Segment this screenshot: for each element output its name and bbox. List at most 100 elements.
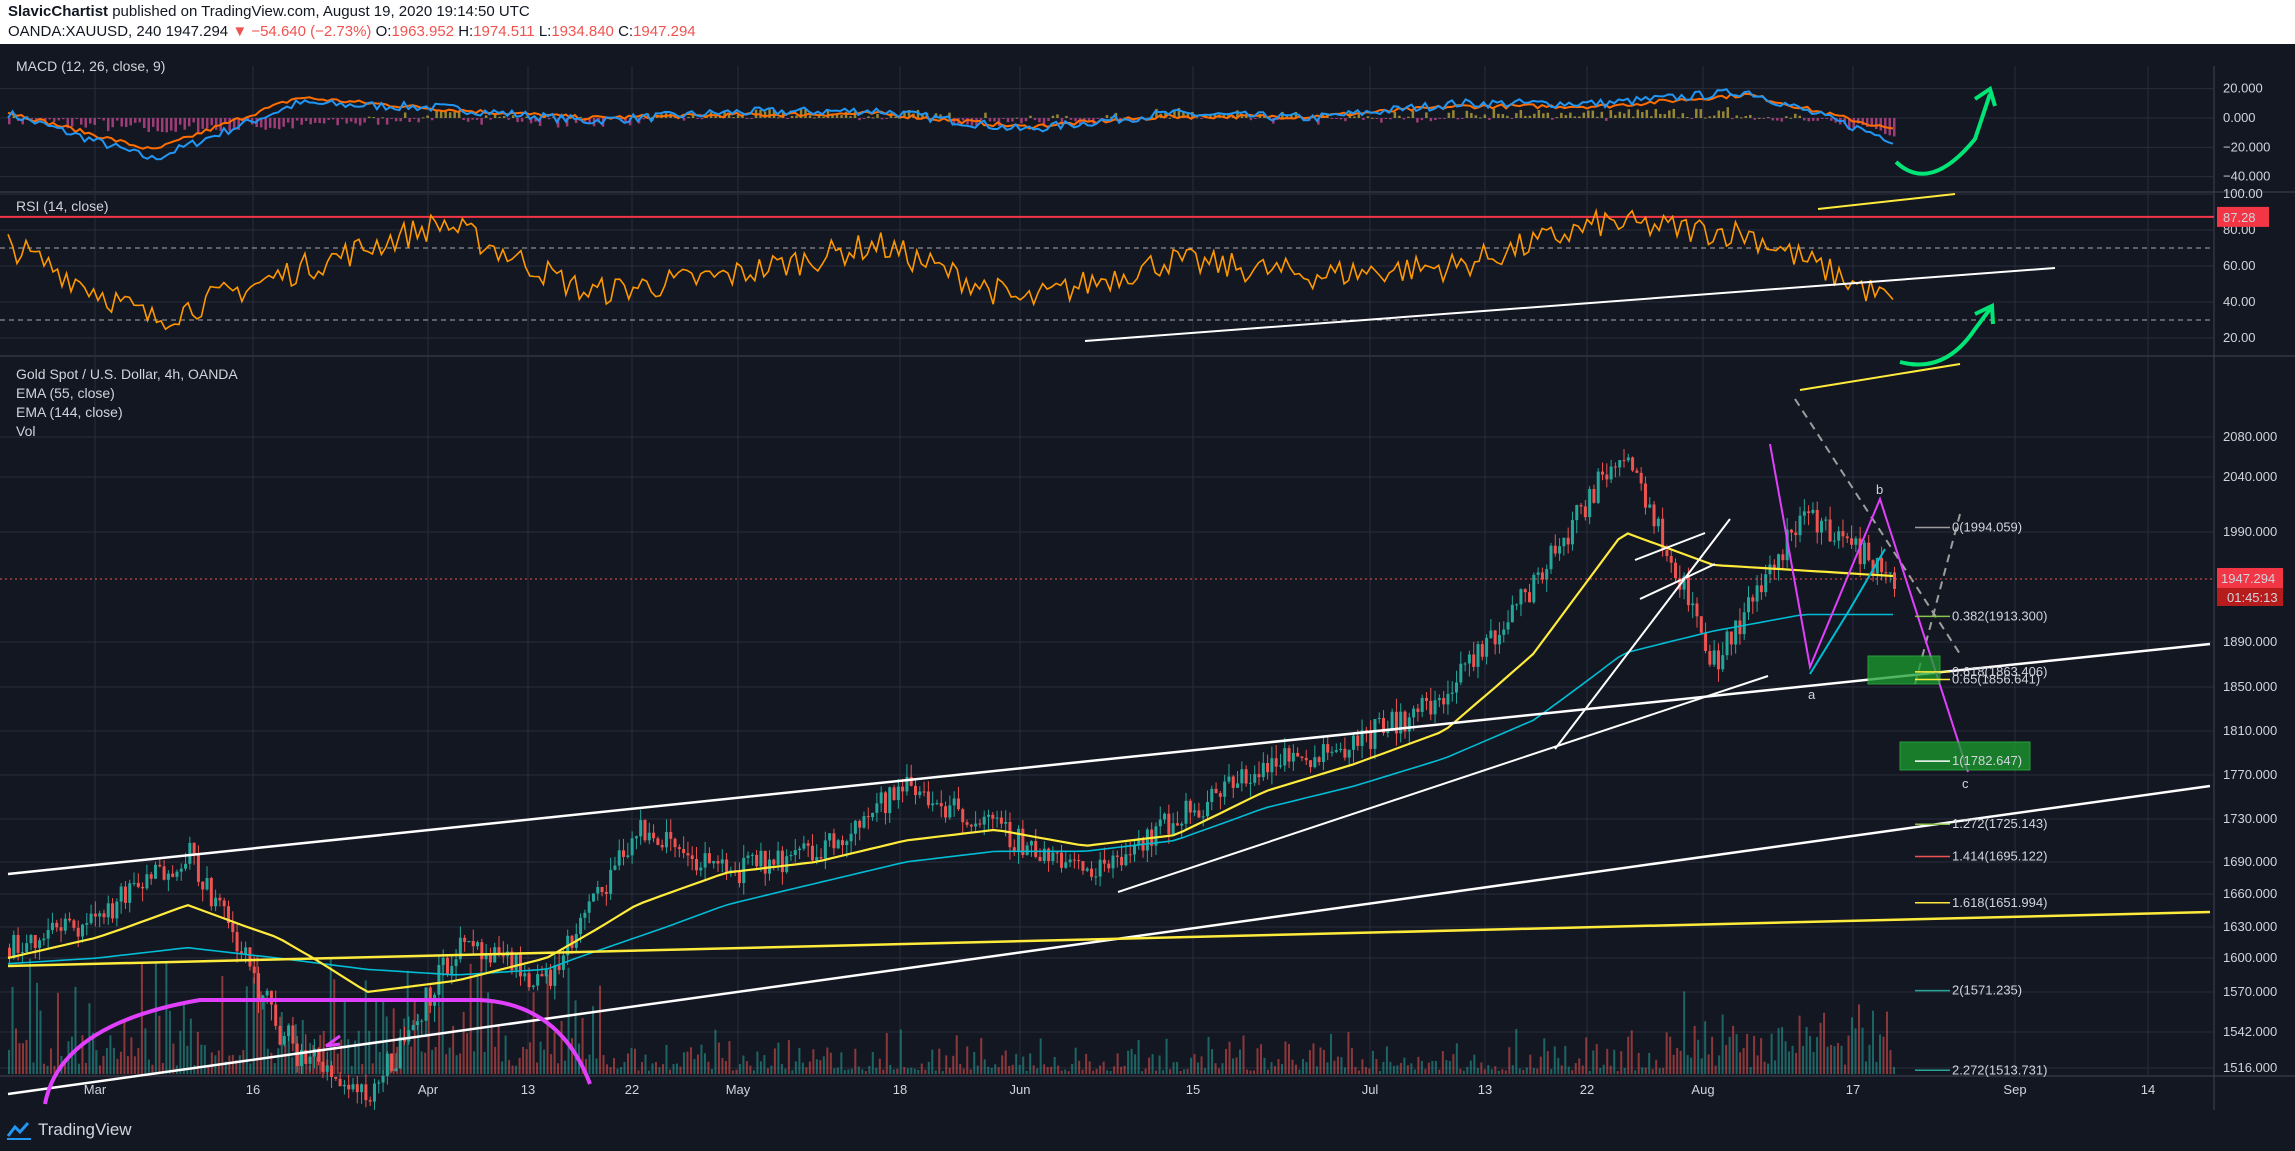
volume-bar: [1092, 1070, 1095, 1074]
volume-bar: [1721, 1014, 1724, 1074]
macd-histogram-bar: [331, 118, 335, 120]
candle-body: [1601, 471, 1605, 475]
volume-bar: [627, 1053, 630, 1074]
volume-bar: [1148, 1057, 1151, 1074]
volume-bar: [1246, 1069, 1249, 1074]
macd-histogram-bar: [817, 114, 821, 118]
volume-bar: [606, 1064, 609, 1074]
volume-bar: [277, 1048, 280, 1074]
candle-body: [153, 864, 157, 879]
candle-body: [1158, 819, 1162, 827]
volume-bar: [665, 1044, 668, 1074]
volume-bar: [997, 1067, 1000, 1074]
volume-bar: [1648, 1052, 1651, 1074]
candle-body: [299, 1050, 303, 1067]
volume-bar: [1714, 1065, 1717, 1074]
candle-body: [214, 897, 218, 907]
candle-body: [712, 861, 716, 864]
ema55-title[interactable]: EMA (55, close): [16, 385, 115, 401]
volume-bar: [1141, 1071, 1144, 1074]
macd-histogram-bar: [1006, 118, 1010, 123]
macd-histogram-bar: [273, 118, 276, 129]
chart-canvas[interactable]: Mar 16 Apr 13 22 May 18 Jun 15 Jul 13 22 Aug 17 Sep 14 2…: [0, 44, 2295, 1110]
candle-body: [1450, 692, 1454, 694]
wedge-line-bottom: [1639, 563, 1716, 600]
candle-body: [1455, 682, 1459, 693]
price-y-tick-label: 1542.000: [2223, 1024, 2277, 1039]
rsi-y-tick-label: 60.00: [2223, 258, 2256, 273]
candle-body: [42, 938, 46, 941]
candle-body: [497, 947, 501, 954]
candle-body: [1429, 700, 1433, 715]
candle-body: [235, 932, 239, 952]
x-tick-label: 13: [521, 1082, 535, 1097]
candle-body: [780, 850, 784, 873]
author-name[interactable]: SlavicChartist: [8, 3, 109, 20]
volume-bar: [1746, 1034, 1749, 1074]
candle-body: [68, 918, 72, 921]
candle-body: [1712, 650, 1716, 665]
main-title: Gold Spot / U.S. Dollar, 4h, OANDA: [16, 366, 238, 382]
macd-histogram-bar: [1753, 118, 1757, 120]
vol-title[interactable]: Vol: [16, 423, 36, 439]
volume-bar: [1106, 1070, 1109, 1074]
open-value: 1963.952: [391, 23, 455, 40]
volume-bar: [553, 1032, 556, 1074]
macd-histogram-bar: [966, 118, 969, 125]
candle-body: [1094, 876, 1098, 878]
volume-bar: [1588, 1070, 1591, 1074]
macd-histogram-bar: [214, 118, 218, 130]
candle-body: [772, 859, 776, 865]
macd-histogram-bar: [750, 118, 753, 119]
candle-body: [909, 776, 913, 786]
x-tick-label: Jul: [1362, 1082, 1379, 1097]
candle-body: [325, 1065, 329, 1072]
x-tick-label: 18: [893, 1082, 907, 1097]
volume-bar: [1099, 1065, 1102, 1074]
volume-bar: [1665, 1032, 1668, 1074]
volume-bar: [1347, 1032, 1350, 1074]
candle-body: [1128, 854, 1132, 856]
volume-bar: [1329, 1033, 1332, 1074]
current-price-badge: [2217, 567, 2283, 588]
volume-bar: [1791, 1045, 1794, 1074]
macd-histogram-bar: [318, 118, 321, 124]
candle-body: [1613, 466, 1617, 468]
candle-body: [390, 1053, 394, 1072]
macd-histogram-bar: [1029, 115, 1032, 118]
macd-histogram-bar: [574, 118, 578, 123]
candle-body: [484, 954, 488, 960]
macd-histogram-bar: [1434, 118, 1437, 121]
volume-bar: [1179, 1070, 1182, 1074]
candle-body: [617, 850, 621, 866]
volume-bar: [333, 979, 336, 1074]
tradingview-logo[interactable]: TradingView: [6, 1120, 132, 1140]
macd-divergence-arrow: [1817, 193, 1956, 210]
symbol-line: OANDA:XAUUSD, 240 1947.294 ▼ −54.640 (−2…: [8, 22, 696, 42]
volume-bar: [151, 1064, 154, 1074]
macd-histogram-bar: [1875, 118, 1878, 130]
macd-title[interactable]: MACD (12, 26, close, 9): [16, 58, 166, 74]
candle-body: [961, 809, 965, 823]
candle-body: [879, 792, 883, 804]
volume-bar: [1690, 1057, 1693, 1074]
candle-body: [1300, 756, 1304, 758]
rsi-title[interactable]: RSI (14, close): [16, 198, 109, 214]
candle-body: [1175, 823, 1179, 826]
macd-histogram-bar: [259, 118, 263, 128]
volume-bar: [291, 1057, 294, 1074]
ema144-title[interactable]: EMA (144, close): [16, 404, 123, 420]
macd-histogram-bar: [1690, 118, 1694, 119]
candle-body: [544, 969, 548, 977]
candle-body: [1347, 749, 1351, 758]
macd-histogram-bar: [156, 118, 159, 132]
candle-body: [1321, 744, 1325, 762]
macd-histogram-bar: [1870, 118, 1874, 126]
macd-histogram-bar: [1200, 118, 1203, 119]
price-y-tick-label: 2080.000: [2223, 429, 2277, 444]
volume-bar: [1127, 1050, 1130, 1074]
macd-histogram-bar: [1569, 112, 1572, 118]
macd-histogram-bar: [1515, 113, 1518, 118]
volume-bar: [980, 1038, 983, 1074]
volume-bar: [347, 1039, 350, 1074]
